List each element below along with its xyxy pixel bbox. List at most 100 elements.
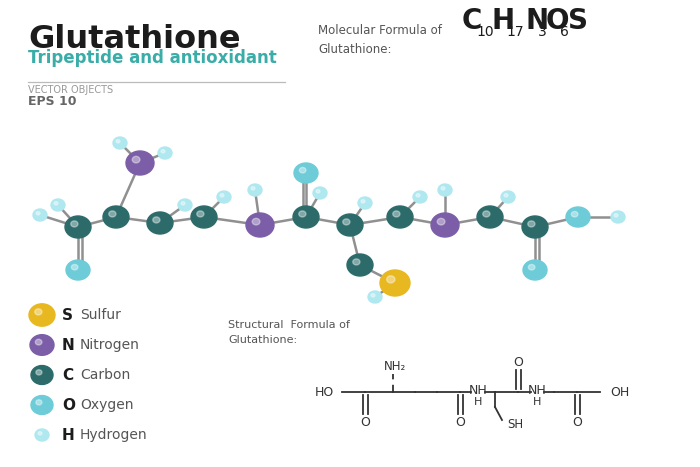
- Text: C: C: [462, 7, 482, 35]
- Text: 10: 10: [476, 25, 494, 39]
- Ellipse shape: [353, 259, 360, 265]
- Ellipse shape: [316, 190, 320, 193]
- Ellipse shape: [386, 276, 395, 283]
- Ellipse shape: [103, 206, 129, 228]
- Text: O: O: [360, 416, 370, 429]
- Text: Carbon: Carbon: [80, 368, 130, 382]
- Ellipse shape: [438, 219, 445, 225]
- Ellipse shape: [38, 432, 42, 435]
- Text: Structural  Formula of
Glutathione:: Structural Formula of Glutathione:: [228, 320, 350, 345]
- Ellipse shape: [358, 197, 372, 209]
- Ellipse shape: [153, 217, 160, 223]
- Ellipse shape: [132, 156, 140, 163]
- Ellipse shape: [35, 429, 49, 441]
- Text: O: O: [455, 416, 465, 429]
- Text: NH₂: NH₂: [384, 360, 406, 373]
- Text: O: O: [62, 397, 75, 412]
- Text: Tripeptide and antioxidant: Tripeptide and antioxidant: [28, 49, 276, 67]
- Ellipse shape: [611, 211, 625, 223]
- Ellipse shape: [347, 254, 373, 276]
- Text: H: H: [492, 7, 515, 35]
- Ellipse shape: [35, 309, 42, 315]
- Ellipse shape: [178, 199, 192, 211]
- Ellipse shape: [217, 191, 231, 203]
- Text: C: C: [62, 368, 73, 382]
- Text: VECTOR OBJECTS: VECTOR OBJECTS: [28, 85, 113, 95]
- Text: Nitrogen: Nitrogen: [80, 338, 140, 352]
- Ellipse shape: [191, 206, 217, 228]
- Ellipse shape: [220, 194, 224, 197]
- Text: Sulfur: Sulfur: [80, 308, 121, 322]
- Ellipse shape: [313, 187, 327, 199]
- Ellipse shape: [300, 168, 306, 173]
- Ellipse shape: [251, 187, 255, 190]
- Ellipse shape: [528, 264, 535, 270]
- Ellipse shape: [116, 140, 120, 143]
- Text: H: H: [62, 427, 75, 443]
- Ellipse shape: [197, 211, 204, 217]
- Text: H: H: [474, 397, 482, 407]
- Ellipse shape: [361, 200, 365, 203]
- Ellipse shape: [293, 206, 319, 228]
- Ellipse shape: [571, 212, 578, 217]
- Ellipse shape: [66, 260, 90, 280]
- Text: HO: HO: [315, 385, 334, 398]
- Ellipse shape: [438, 184, 452, 196]
- Ellipse shape: [158, 147, 172, 159]
- Text: Glutathione: Glutathione: [28, 24, 241, 55]
- Ellipse shape: [504, 194, 508, 197]
- Text: NH: NH: [468, 383, 487, 396]
- Ellipse shape: [337, 214, 363, 236]
- Ellipse shape: [343, 219, 350, 225]
- Ellipse shape: [36, 400, 42, 405]
- Ellipse shape: [299, 211, 306, 217]
- Text: EPS 10: EPS 10: [28, 95, 76, 108]
- Text: SH: SH: [507, 417, 523, 431]
- Ellipse shape: [181, 202, 185, 205]
- Ellipse shape: [477, 206, 503, 228]
- Ellipse shape: [294, 163, 318, 183]
- Text: NH: NH: [528, 383, 547, 396]
- Ellipse shape: [441, 187, 445, 190]
- Ellipse shape: [36, 370, 42, 375]
- Ellipse shape: [33, 209, 47, 221]
- Ellipse shape: [161, 149, 165, 153]
- Ellipse shape: [54, 202, 58, 205]
- Text: O: O: [546, 7, 570, 35]
- Ellipse shape: [51, 199, 65, 211]
- Text: OH: OH: [610, 385, 629, 398]
- Text: N: N: [525, 7, 548, 35]
- Ellipse shape: [30, 335, 54, 355]
- Ellipse shape: [431, 213, 459, 237]
- Ellipse shape: [523, 260, 547, 280]
- Text: S: S: [568, 7, 588, 35]
- Ellipse shape: [566, 207, 590, 227]
- Text: 3: 3: [538, 25, 547, 39]
- Ellipse shape: [371, 294, 375, 297]
- Ellipse shape: [246, 213, 274, 237]
- Text: S: S: [62, 307, 73, 323]
- Ellipse shape: [126, 151, 154, 175]
- Ellipse shape: [393, 211, 400, 217]
- Ellipse shape: [614, 214, 618, 217]
- Ellipse shape: [71, 264, 78, 270]
- Ellipse shape: [416, 194, 420, 197]
- Ellipse shape: [36, 212, 40, 215]
- Ellipse shape: [108, 211, 116, 217]
- Ellipse shape: [368, 291, 382, 303]
- Ellipse shape: [113, 137, 127, 149]
- Ellipse shape: [29, 304, 55, 326]
- Text: Oxygen: Oxygen: [80, 398, 134, 412]
- Ellipse shape: [31, 396, 53, 414]
- Text: O: O: [513, 355, 523, 368]
- Ellipse shape: [65, 216, 91, 238]
- Ellipse shape: [380, 270, 410, 296]
- Text: N: N: [62, 338, 75, 353]
- Ellipse shape: [413, 191, 427, 203]
- Text: Molecular Formula of
Glutathione:: Molecular Formula of Glutathione:: [318, 24, 442, 56]
- Ellipse shape: [522, 216, 548, 238]
- Ellipse shape: [501, 191, 515, 203]
- Ellipse shape: [483, 211, 490, 217]
- Text: 17: 17: [506, 25, 524, 39]
- Ellipse shape: [387, 206, 413, 228]
